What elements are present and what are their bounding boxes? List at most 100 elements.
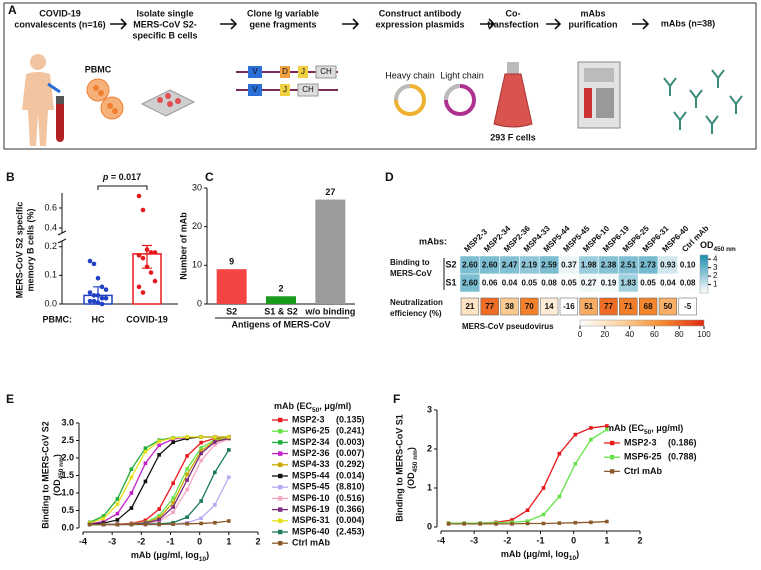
data-point (573, 462, 578, 466)
step-title: MERS-CoV S2- (133, 19, 197, 29)
data-point (185, 487, 189, 492)
x-axis-label: mAb (μg/ml, log10) (131, 550, 209, 562)
gene-illustration (236, 65, 338, 97)
data-point (199, 499, 203, 503)
data-point (557, 451, 562, 456)
data-point (171, 522, 175, 526)
gene-segment: D (282, 67, 288, 76)
neutralization-cell (638, 297, 658, 316)
x-tick-label: -2 (137, 536, 145, 546)
legend-marker (278, 462, 283, 467)
data-point (143, 449, 148, 454)
heavy-chain-label: Heavy chain (385, 70, 435, 80)
data-point (95, 275, 101, 281)
legend-label: MSP2-34 (292, 437, 330, 447)
legend-label: MSP6-19 (292, 504, 330, 514)
cell-label: 0.10 (680, 261, 696, 270)
legend-label: MSP4-33 (292, 459, 330, 469)
legend-label: MSP2-36 (292, 448, 330, 458)
legend-title-part: mAb (EC (606, 423, 645, 433)
x-axis-label-part: ) (576, 549, 579, 559)
y-axis-label-part: (OD (406, 472, 416, 489)
legend-marker (278, 541, 283, 546)
data-point (573, 432, 578, 437)
gene-segment: CH (302, 85, 314, 94)
y-tick-label: 0.1 (44, 270, 57, 280)
cell-label: 1.83 (621, 279, 637, 288)
data-point (115, 502, 120, 506)
y-tick-label: 2 (427, 443, 432, 453)
cell-label: 2.59 (541, 261, 557, 270)
neutralization-cell (539, 297, 559, 316)
cell-label: 38 (505, 302, 514, 311)
data-point (95, 300, 101, 305)
data-point (101, 522, 106, 527)
y-tick-label: 0.5 (61, 505, 74, 515)
cell-label: 0.19 (601, 279, 617, 288)
legend-ec50: (0.135) (336, 414, 365, 424)
legend-title-part: 50 (312, 407, 320, 414)
gene-segment: CH (320, 67, 332, 76)
legend-marker (278, 440, 283, 445)
legend-ec50: (0.004) (336, 515, 365, 525)
light-chain-label: Light chain (440, 70, 484, 80)
cell-label: 21 (465, 302, 474, 311)
x-tick-label: 1 (226, 536, 231, 546)
step-title: Construct antibody (379, 8, 462, 18)
cell-label: 14 (545, 302, 554, 311)
row-label: S1 (445, 277, 456, 287)
x-tick-label: w/o binding (304, 306, 355, 316)
data-point (557, 494, 562, 499)
bar (216, 269, 247, 304)
y-tick-label: 0.2 (44, 241, 57, 251)
data-point (99, 284, 105, 290)
data-point (227, 435, 231, 439)
y-tick-label: 30 (192, 182, 202, 192)
cell-label: 0.04 (502, 279, 518, 288)
colorbar-tick-label: 3 (713, 263, 718, 272)
x-tick-label: -2 (503, 535, 511, 545)
y-tick-label: 2.0 (61, 452, 74, 462)
person-illustration (22, 54, 124, 146)
data-point (199, 458, 203, 463)
legend-marker (278, 496, 283, 501)
legend-ec50: (0.366) (336, 504, 365, 514)
data-point (101, 516, 106, 521)
cell-label: 2.19 (522, 261, 538, 270)
step-title: Isolate single (136, 8, 193, 18)
step-title: COVID-19 (39, 8, 81, 18)
cell-label: 2.60 (462, 279, 478, 288)
x-tick-label: -4 (437, 535, 445, 545)
legend-ec50: (0.003) (336, 437, 365, 447)
y-tick-label: 0 (197, 298, 202, 308)
legend-marker (278, 451, 283, 456)
colorbar-tick-label: 100 (697, 330, 711, 339)
y-axis-label: Number of mAb (178, 212, 188, 280)
data-point (171, 436, 175, 440)
y-tick-label: 3.0 (61, 417, 74, 427)
cell-label: 2.60 (482, 261, 498, 270)
data-point (605, 519, 609, 524)
data-point (99, 301, 105, 307)
step-title: Clone Ig variable (247, 8, 319, 18)
data-point (140, 255, 146, 261)
cell-label: 0.93 (660, 261, 676, 270)
x-tick-label: -3 (470, 535, 478, 545)
data-point (143, 518, 148, 523)
data-point (199, 449, 203, 453)
data-point (87, 522, 92, 527)
value-label: 2 (278, 284, 283, 294)
cell-label: 2.73 (640, 261, 656, 270)
cell-label: 0.27 (581, 279, 597, 288)
step-title: purification (569, 19, 618, 29)
x-tick-label: -4 (79, 536, 87, 546)
colorbar (699, 254, 709, 294)
data-point (199, 521, 203, 526)
y-axis-label: memory B cells (%) (25, 208, 35, 291)
legend-label: MSP6-25 (624, 452, 662, 462)
legend-title-part: 50 (644, 429, 652, 436)
colorbar-tick-label: 2 (713, 271, 718, 280)
data-point (87, 258, 93, 264)
y-axis-label-part: ) (406, 447, 416, 450)
colorbar-tick-label: 20 (600, 330, 609, 339)
